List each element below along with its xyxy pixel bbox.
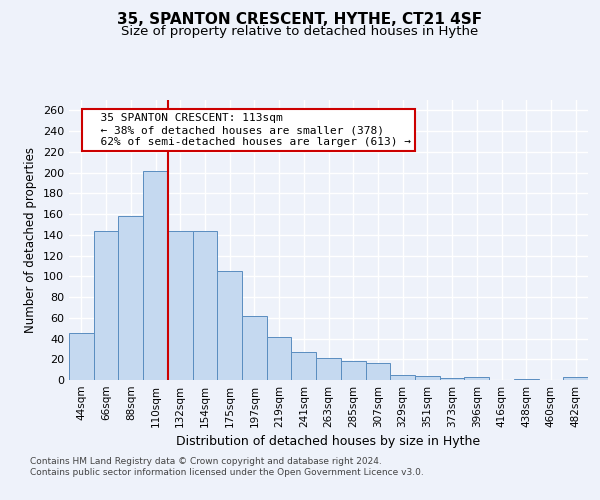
Text: 35, SPANTON CRESCENT, HYTHE, CT21 4SF: 35, SPANTON CRESCENT, HYTHE, CT21 4SF xyxy=(118,12,482,28)
Bar xyxy=(390,375,415,380)
Bar xyxy=(168,230,193,380)
Bar xyxy=(316,358,341,380)
Y-axis label: Number of detached properties: Number of detached properties xyxy=(25,147,37,333)
Bar xyxy=(143,170,168,380)
Bar xyxy=(193,230,217,380)
Bar xyxy=(514,379,539,380)
Bar xyxy=(415,376,440,380)
Text: Contains HM Land Registry data © Crown copyright and database right 2024.
Contai: Contains HM Land Registry data © Crown c… xyxy=(30,458,424,477)
Bar xyxy=(267,338,292,380)
X-axis label: Distribution of detached houses by size in Hythe: Distribution of detached houses by size … xyxy=(176,436,481,448)
Text: 35 SPANTON CRESCENT: 113sqm
  ← 38% of detached houses are smaller (378)
  62% o: 35 SPANTON CRESCENT: 113sqm ← 38% of det… xyxy=(87,114,411,146)
Bar xyxy=(563,377,588,380)
Bar xyxy=(341,362,365,380)
Bar xyxy=(118,216,143,380)
Bar xyxy=(94,230,118,380)
Bar xyxy=(292,352,316,380)
Bar xyxy=(242,316,267,380)
Bar xyxy=(69,334,94,380)
Bar xyxy=(365,364,390,380)
Text: Size of property relative to detached houses in Hythe: Size of property relative to detached ho… xyxy=(121,25,479,38)
Bar xyxy=(464,377,489,380)
Bar xyxy=(217,271,242,380)
Bar xyxy=(440,378,464,380)
